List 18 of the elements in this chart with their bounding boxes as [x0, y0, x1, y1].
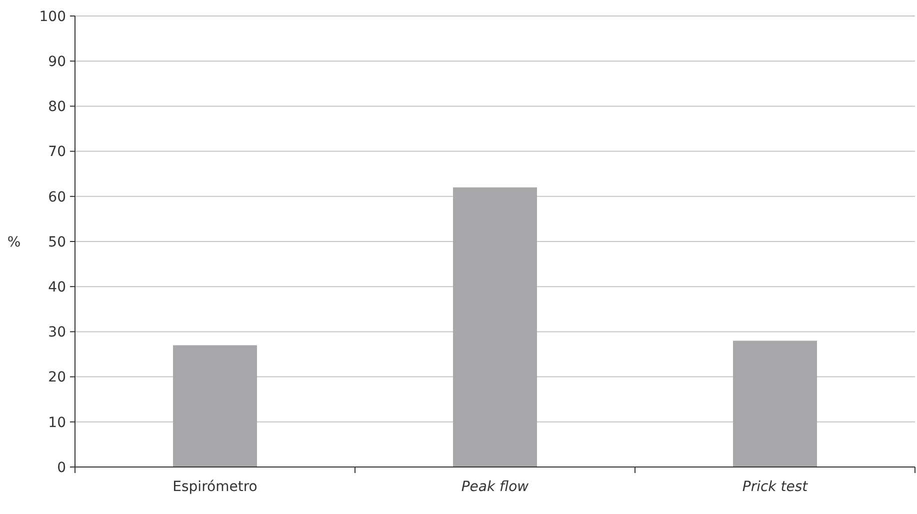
y-tick-label: 90 — [48, 54, 66, 70]
y-tick-label: 80 — [48, 99, 66, 116]
y-tick-label: 70 — [48, 144, 66, 160]
x-tick-label: Peak flow — [461, 479, 530, 495]
y-tick-label: 100 — [39, 8, 66, 25]
y-tick-label: 10 — [48, 414, 66, 431]
bar — [173, 345, 257, 467]
x-tick-label: Espirómetro — [172, 479, 258, 495]
y-tick-label: 60 — [48, 189, 66, 206]
y-tick-label: 0 — [57, 460, 66, 476]
bar — [453, 187, 537, 467]
bar — [733, 340, 817, 467]
y-axis-title: % — [7, 234, 21, 250]
y-tick-label: 40 — [48, 280, 66, 296]
x-tick-label: Prick test — [742, 479, 808, 495]
y-tick-label: 30 — [48, 324, 66, 341]
y-tick-label: 20 — [48, 370, 66, 386]
y-tick-label: 50 — [48, 234, 66, 250]
